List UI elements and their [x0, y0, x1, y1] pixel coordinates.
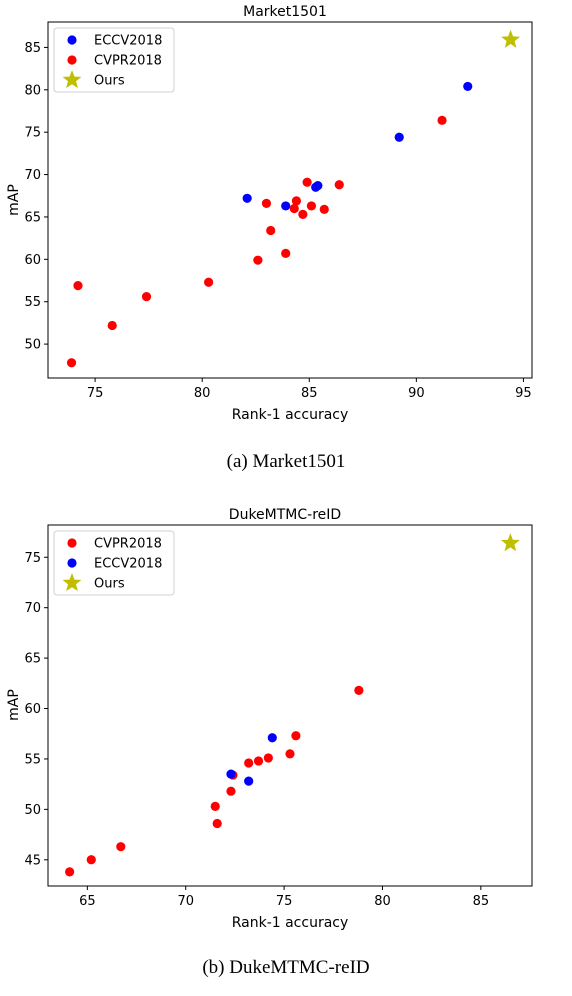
legend-marker	[67, 558, 77, 568]
data-point	[242, 193, 252, 203]
data-point	[291, 196, 302, 206]
data-point	[141, 292, 152, 302]
plot-frame	[47, 524, 533, 887]
data-point	[306, 201, 317, 211]
y-tick-label: 70	[24, 168, 41, 183]
legend-marker	[62, 70, 82, 89]
x-tick-label: 80	[194, 386, 211, 401]
data-point	[394, 132, 404, 142]
x-tick-label: 85	[473, 894, 490, 909]
legend-label: ECCV2018	[94, 34, 162, 49]
y-tick-label: 65	[24, 210, 41, 225]
data-point	[204, 277, 214, 287]
data-point	[313, 180, 323, 191]
y-tick-label: 75	[24, 126, 41, 141]
legend-marker	[67, 55, 77, 65]
x-tick-label: 70	[177, 894, 194, 909]
data-point	[226, 769, 236, 779]
data-point	[291, 731, 301, 741]
data-point	[65, 867, 75, 877]
x-tick-label: 95	[515, 386, 532, 401]
x-tick-label: 90	[408, 386, 425, 401]
data-point	[253, 255, 263, 265]
data-point	[116, 842, 126, 852]
chart-dukemtmc-reid: DukeMTMC-reID 65 70 75 80 85 45505560657075 …	[6, 507, 533, 978]
data-point	[244, 758, 254, 768]
data-point	[354, 685, 364, 695]
data-point	[334, 180, 344, 190]
figure-caption: (b) DukeMTMC-reID	[202, 957, 369, 978]
legend-label: Ours	[94, 74, 125, 89]
y-tick-label: 55	[24, 752, 41, 767]
data-point	[437, 115, 447, 125]
data-point	[226, 786, 236, 796]
data-point	[463, 81, 473, 92]
chart-market1501: Market1501 75 80 85 90 95 50 55 60 65 70 75 80 85 R…	[6, 4, 533, 472]
data-point	[267, 733, 277, 743]
x-tick-label: 65	[79, 894, 96, 909]
data-point	[210, 801, 220, 811]
legend: ECCV2018 CVPR2018 Ours	[53, 27, 175, 93]
data-point	[212, 818, 222, 829]
y-tick-label: 60	[24, 702, 41, 717]
y-axis: 45 50 55 60 65 70 75	[24, 551, 48, 868]
legend-label: CVPR2018	[94, 537, 162, 552]
data-point	[319, 204, 329, 214]
data-point-star	[500, 533, 520, 552]
x-tick-label: 75	[87, 386, 104, 401]
data-point	[281, 248, 291, 258]
y-tick-label: 70	[24, 601, 41, 616]
data-point	[298, 209, 308, 220]
data-point	[244, 776, 254, 786]
y-axis-label: mAP	[6, 689, 22, 721]
data-point	[253, 756, 264, 766]
data-point	[263, 753, 273, 763]
data-point	[261, 198, 272, 208]
legend-marker	[62, 573, 82, 592]
y-tick-label: 50	[24, 803, 41, 818]
plot-frame	[47, 21, 533, 379]
chart-title: DukeMTMC-reID	[229, 507, 341, 523]
data-point	[285, 749, 295, 759]
y-tick-label: 45	[24, 853, 41, 868]
data-point	[86, 855, 96, 865]
data-point	[73, 281, 83, 291]
legend-label: ECCV2018	[94, 557, 162, 572]
data-point	[289, 203, 299, 214]
figure-caption: (a) Market1501	[227, 451, 346, 472]
legend-marker	[67, 538, 77, 548]
data-point	[281, 201, 291, 211]
x-tick-label: 75	[276, 894, 293, 909]
legend-box	[53, 27, 175, 93]
data-point	[107, 320, 117, 331]
y-tick-label: 85	[24, 41, 41, 56]
legend-box	[53, 530, 175, 596]
y-tick-label: 60	[24, 253, 41, 268]
data-points	[66, 29, 521, 368]
x-axis-label: Rank-1 accuracy	[232, 915, 349, 931]
y-tick-label: 55	[24, 295, 41, 310]
x-axis: 65 70 75 80 85	[79, 886, 489, 909]
chart-title: Market1501	[243, 4, 327, 20]
y-axis: 50 55 60 65 70 75 80 85	[24, 41, 48, 353]
legend-label: CVPR2018	[94, 54, 162, 69]
data-point	[66, 358, 77, 368]
data-point-star	[501, 29, 521, 48]
x-axis: 75 80 85 90 95	[87, 378, 532, 401]
data-point	[266, 225, 276, 236]
y-tick-label: 65	[24, 652, 41, 667]
legend: CVPR2018 ECCV2018 Ours	[53, 530, 175, 596]
x-tick-label: 80	[374, 894, 391, 909]
legend-label: Ours	[94, 577, 125, 592]
x-tick-label: 85	[301, 386, 318, 401]
y-tick-label: 50	[24, 338, 41, 353]
y-tick-label: 80	[24, 83, 41, 98]
x-axis-label: Rank-1 accuracy	[232, 407, 349, 423]
y-axis-label: mAP	[6, 184, 22, 216]
data-points	[65, 533, 520, 877]
data-point	[302, 177, 312, 187]
y-tick-label: 75	[24, 551, 41, 566]
legend-marker	[67, 35, 77, 45]
